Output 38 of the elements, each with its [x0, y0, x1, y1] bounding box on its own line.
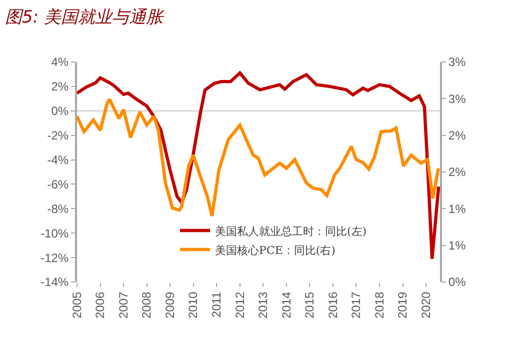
legend-label: 美国核心PCE：同比(右) — [215, 244, 336, 257]
y2-tick-label: 3% — [448, 55, 466, 70]
y2-tick-label: 1% — [448, 202, 466, 216]
y-tick-label: -4% — [47, 152, 69, 167]
x-tick-label: 2005 — [70, 291, 84, 319]
x-tick-label: 2008 — [140, 291, 154, 319]
y2-tick-label: 3% — [448, 92, 466, 106]
x-tick-label: 2006 — [93, 291, 108, 319]
x-tick-label: 2009 — [162, 291, 177, 319]
y2-tick-label: 2% — [448, 128, 466, 143]
x-tick-label: 2018 — [372, 291, 386, 319]
y-tick-label: -10% — [40, 226, 69, 240]
x-tick-label: 2011 — [210, 291, 224, 318]
line-series — [77, 98, 440, 218]
y2-tick-label: 0% — [448, 275, 466, 290]
y2-tick-label: 1% — [448, 238, 466, 253]
x-tick-label: 2012 — [232, 291, 247, 319]
x-tick-label: 2017 — [349, 291, 364, 319]
x-tick-label: 2020 — [418, 291, 433, 319]
y-tick-label: -2% — [47, 128, 69, 143]
x-tick-label: 2013 — [256, 291, 270, 319]
x-tick-label: 2015 — [302, 291, 317, 319]
x-tick-label: 2010 — [186, 291, 200, 319]
x-tick-label: 2007 — [116, 291, 130, 319]
line-series — [77, 71, 440, 260]
y-tick-label: 4% — [51, 55, 69, 70]
y-tick-label: -8% — [47, 202, 69, 216]
legend-label: 美国私人就业总工时：同比(左) — [215, 224, 367, 238]
y-tick-label: 2% — [51, 80, 69, 94]
y2-tick-label: 2% — [448, 165, 466, 180]
x-tick-label: 2019 — [396, 291, 410, 319]
x-tick-label: 2016 — [326, 291, 340, 319]
y-tick-label: -6% — [47, 177, 69, 192]
y-tick-label: -14% — [40, 275, 69, 290]
y-tick-label: 0% — [51, 104, 69, 118]
x-tick-label: 2014 — [279, 291, 294, 319]
chart-title: 图5: 美国就业与通胀 — [5, 8, 166, 28]
y-tick-label: -12% — [40, 250, 69, 265]
